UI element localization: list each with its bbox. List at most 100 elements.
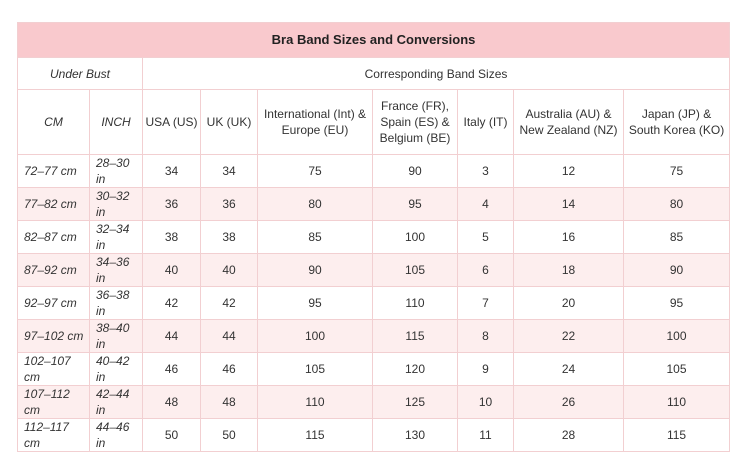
data-row: 87–92 cm 34–36 in 40 40 90 105 6 18 90 <box>17 253 731 287</box>
cell: 85 <box>257 220 373 254</box>
title-row: Bra Band Sizes and Conversions <box>16 22 731 58</box>
data-row: 107–112 cm 42–44 in 48 48 110 125 10 26 110 <box>17 385 731 419</box>
cell: 36–38 in <box>89 286 143 320</box>
cell: 115 <box>257 418 373 452</box>
cell: 5 <box>457 220 514 254</box>
cell: 8 <box>457 319 514 353</box>
cell: 80 <box>257 187 373 221</box>
cell: 48 <box>200 385 258 419</box>
table-body: Bra Band Sizes and Conversions Under Bus… <box>16 22 731 452</box>
cell: 3 <box>457 154 514 188</box>
cell: 50 <box>142 418 201 452</box>
cell: 110 <box>257 385 373 419</box>
header-line: New Zealand (NZ) <box>519 123 618 137</box>
cell: 95 <box>372 187 458 221</box>
cell: 90 <box>622 253 731 287</box>
column-header: CM <box>17 89 90 155</box>
cell: 75 <box>257 154 373 188</box>
cell: 46 <box>142 352 201 386</box>
header-line: International (Int) & <box>263 107 367 121</box>
cell: 90 <box>372 154 458 188</box>
header-line: Spain (ES) & <box>380 115 450 129</box>
cell: 112–117 cm <box>17 418 90 452</box>
cell: 105 <box>372 253 458 287</box>
cell: 97–102 cm <box>17 319 90 353</box>
cell: 30–32 in <box>89 187 143 221</box>
header-line: INCH <box>101 115 131 129</box>
header-line: Belgium (BE) <box>379 131 451 145</box>
cell: 34 <box>200 154 258 188</box>
header-line: South Korea (KO) <box>628 123 725 137</box>
cell: 26 <box>513 385 624 419</box>
cell: 28 <box>513 418 624 452</box>
cell: 20 <box>513 286 624 320</box>
cell: 16 <box>513 220 624 254</box>
cell: 40 <box>200 253 258 287</box>
cell: 44 <box>142 319 201 353</box>
cell: 105 <box>257 352 373 386</box>
cell: 24 <box>513 352 624 386</box>
cell: 34 <box>142 154 201 188</box>
data-row: 97–102 cm 38–40 in 44 44 100 115 8 22 100 <box>17 319 731 353</box>
cell: 82–87 cm <box>17 220 90 254</box>
cell: 44 <box>200 319 258 353</box>
cell: 115 <box>622 418 731 452</box>
header-line: CM <box>44 115 63 129</box>
cell: 42 <box>200 286 258 320</box>
cell: 36 <box>142 187 201 221</box>
cell: 42–44 in <box>89 385 143 419</box>
cell: 110 <box>372 286 458 320</box>
cell: 34–36 in <box>89 253 143 287</box>
header-line: Europe (EU) <box>281 123 349 137</box>
cell: 90 <box>257 253 373 287</box>
cell: 92–97 cm <box>17 286 90 320</box>
column-header: Japan (JP) & South Korea (KO) <box>622 89 731 155</box>
cell: 40–42 in <box>89 352 143 386</box>
cell: 12 <box>513 154 624 188</box>
cell: 102–107 cm <box>17 352 90 386</box>
cell: 120 <box>372 352 458 386</box>
cell: 75 <box>622 154 731 188</box>
cell: 48 <box>142 385 201 419</box>
under-bust-header: Under Bust <box>17 57 143 90</box>
cell: 14 <box>513 187 624 221</box>
column-header: USA (US) <box>142 89 201 155</box>
cell: 36 <box>200 187 258 221</box>
cell: 105 <box>622 352 731 386</box>
cell: 80 <box>622 187 731 221</box>
column-header: INCH <box>89 89 143 155</box>
group-row: Under Bust Corresponding Band Sizes <box>17 57 731 90</box>
column-header: Italy (IT) <box>457 89 514 155</box>
cell: 28–30 in <box>89 154 143 188</box>
cell: 130 <box>372 418 458 452</box>
cell: 110 <box>622 385 731 419</box>
cell: 100 <box>622 319 731 353</box>
column-header: UK (UK) <box>200 89 258 155</box>
data-row: 102–107 cm 40–42 in 46 46 105 120 9 24 105 <box>17 352 731 386</box>
data-row: 82–87 cm 32–34 in 38 38 85 100 5 16 85 <box>17 220 731 254</box>
header-line: USA (US) <box>145 115 198 129</box>
cell: 22 <box>513 319 624 353</box>
cell: 38–40 in <box>89 319 143 353</box>
cell: 9 <box>457 352 514 386</box>
data-row: 77–82 cm 30–32 in 36 36 80 95 4 14 80 <box>17 187 731 221</box>
cell: 6 <box>457 253 514 287</box>
header-line: Japan (JP) & <box>641 107 712 121</box>
cell: 87–92 cm <box>17 253 90 287</box>
corresponding-header: Corresponding Band Sizes <box>141 57 731 90</box>
column-header: Australia (AU) & New Zealand (NZ) <box>513 89 624 155</box>
cell: 42 <box>142 286 201 320</box>
cell: 38 <box>142 220 201 254</box>
size-table: Bra Band Sizes and Conversions Under Bus… <box>16 22 731 452</box>
column-header: France (FR), Spain (ES) & Belgium (BE) <box>372 89 458 155</box>
data-row: 92–97 cm 36–38 in 42 42 95 110 7 20 95 <box>17 286 731 320</box>
cell: 4 <box>457 187 514 221</box>
cell: 77–82 cm <box>17 187 90 221</box>
header-line: Australia (AU) & <box>525 107 612 121</box>
cell: 40 <box>142 253 201 287</box>
cell: 115 <box>372 319 458 353</box>
header-line: Italy (IT) <box>463 115 508 129</box>
cell: 50 <box>200 418 258 452</box>
cell: 125 <box>372 385 458 419</box>
